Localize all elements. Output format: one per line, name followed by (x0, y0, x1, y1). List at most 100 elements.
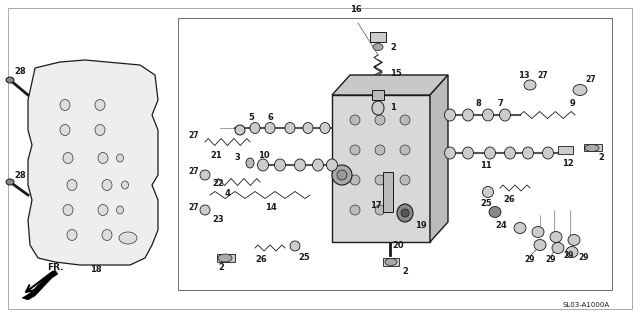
Ellipse shape (499, 109, 511, 121)
Ellipse shape (524, 80, 536, 90)
Text: 26: 26 (255, 256, 267, 264)
Ellipse shape (550, 231, 562, 243)
Ellipse shape (445, 147, 456, 159)
Ellipse shape (98, 152, 108, 164)
Ellipse shape (257, 159, 269, 171)
Text: 3: 3 (234, 153, 240, 163)
Ellipse shape (350, 175, 360, 185)
Text: SL03-A1000A: SL03-A1000A (563, 302, 610, 308)
Text: 5: 5 (248, 113, 254, 122)
Ellipse shape (400, 205, 410, 215)
Text: 2: 2 (598, 153, 604, 163)
Bar (584, 144, 602, 151)
Ellipse shape (60, 125, 70, 135)
Text: 27: 27 (188, 203, 198, 211)
Ellipse shape (246, 158, 254, 168)
Text: FR.: FR. (47, 263, 63, 273)
Bar (558, 146, 573, 154)
Text: 28: 28 (14, 171, 26, 179)
Bar (372, 90, 384, 100)
Ellipse shape (250, 122, 260, 133)
Ellipse shape (373, 43, 383, 50)
Text: 7: 7 (498, 99, 504, 107)
Ellipse shape (400, 175, 410, 185)
Ellipse shape (585, 145, 599, 152)
Ellipse shape (122, 181, 129, 189)
Text: 14: 14 (265, 203, 276, 211)
Ellipse shape (372, 101, 384, 115)
Ellipse shape (350, 205, 360, 215)
Text: 24: 24 (495, 221, 507, 230)
Ellipse shape (397, 204, 413, 222)
Polygon shape (430, 75, 448, 242)
Ellipse shape (102, 179, 112, 191)
Ellipse shape (375, 205, 385, 215)
Text: 2: 2 (218, 263, 224, 273)
Ellipse shape (218, 254, 232, 262)
Ellipse shape (568, 235, 580, 245)
Ellipse shape (312, 159, 323, 171)
Text: 26: 26 (503, 196, 515, 204)
Ellipse shape (543, 147, 554, 159)
Text: 2: 2 (390, 42, 396, 51)
Ellipse shape (95, 100, 105, 111)
Text: 29: 29 (545, 256, 556, 264)
Ellipse shape (102, 230, 112, 241)
Polygon shape (332, 75, 448, 95)
Text: 12: 12 (562, 158, 573, 167)
Ellipse shape (350, 115, 360, 125)
Ellipse shape (552, 243, 564, 254)
Ellipse shape (463, 109, 474, 121)
Ellipse shape (6, 77, 14, 83)
Ellipse shape (337, 170, 347, 180)
Ellipse shape (463, 147, 474, 159)
Text: 25: 25 (480, 199, 492, 209)
Ellipse shape (484, 147, 495, 159)
Text: 16: 16 (350, 5, 362, 15)
Polygon shape (178, 18, 612, 290)
Text: 21: 21 (210, 151, 221, 159)
Ellipse shape (534, 240, 546, 250)
Ellipse shape (320, 122, 330, 133)
Text: 27: 27 (585, 75, 596, 85)
Ellipse shape (63, 204, 73, 216)
Ellipse shape (67, 179, 77, 191)
Bar (383, 258, 399, 266)
Text: 11: 11 (480, 160, 492, 170)
Ellipse shape (483, 109, 493, 121)
Ellipse shape (573, 85, 587, 95)
Text: 10: 10 (258, 151, 269, 159)
Text: 20: 20 (392, 242, 404, 250)
Ellipse shape (385, 258, 397, 266)
Text: 23: 23 (212, 216, 223, 224)
Ellipse shape (6, 179, 14, 185)
Ellipse shape (483, 186, 493, 197)
Text: 15: 15 (390, 68, 402, 77)
Text: 27: 27 (188, 167, 198, 177)
Text: 1: 1 (390, 103, 396, 113)
Bar (217, 254, 235, 262)
Bar (370, 32, 386, 42)
Text: 25: 25 (298, 254, 310, 262)
Polygon shape (22, 270, 58, 300)
Bar (383, 172, 393, 212)
Ellipse shape (401, 209, 409, 217)
Ellipse shape (63, 152, 73, 164)
Text: 4: 4 (225, 189, 231, 197)
Ellipse shape (375, 175, 385, 185)
Text: 18: 18 (90, 266, 102, 275)
Text: 27: 27 (188, 131, 198, 139)
Ellipse shape (566, 247, 578, 257)
Ellipse shape (290, 241, 300, 251)
Text: 29: 29 (524, 256, 534, 264)
Ellipse shape (504, 147, 515, 159)
Ellipse shape (116, 154, 124, 162)
Text: 8: 8 (475, 99, 481, 107)
Text: 17: 17 (370, 200, 381, 210)
Ellipse shape (60, 100, 70, 111)
Ellipse shape (400, 145, 410, 155)
Text: 9: 9 (570, 99, 576, 107)
Text: 6: 6 (268, 113, 274, 122)
Ellipse shape (98, 204, 108, 216)
Text: 13: 13 (518, 70, 530, 80)
